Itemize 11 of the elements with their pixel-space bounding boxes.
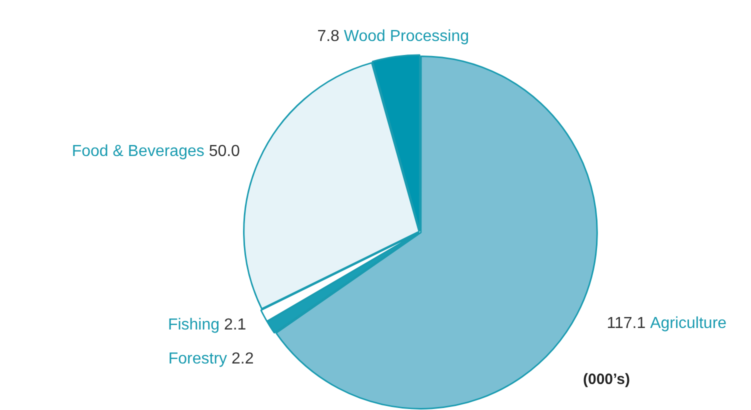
data-label: 50.0 (208, 142, 240, 160)
slice-label: Fishing (168, 316, 220, 334)
slice-label: Forestry (168, 350, 228, 368)
text: (000’s) (583, 371, 630, 388)
slice-label: Agriculture (650, 314, 727, 332)
slice-label: Wood Processing (344, 28, 470, 45)
data-label: 2.2 (231, 350, 254, 368)
data-label: 117.1 (606, 314, 646, 332)
data-label: 7.8 (317, 28, 340, 45)
data-label: 2.1 (224, 316, 246, 334)
slice-label: Food & Beverages (72, 142, 204, 160)
